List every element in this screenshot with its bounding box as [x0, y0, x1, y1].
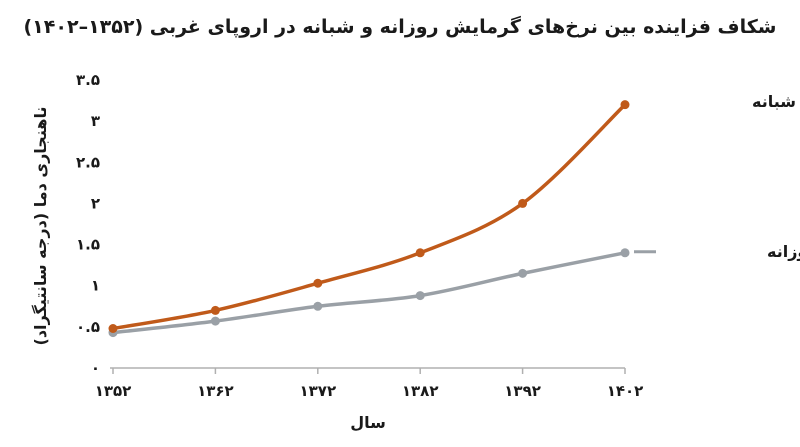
y-tick-label: ۲.۵	[76, 153, 100, 171]
series-group: گرمایش شبانه	[108, 92, 800, 334]
data-point	[210, 316, 220, 326]
series-label: گرمایش روزانه	[767, 242, 800, 261]
y-tick-label: ۳.۵	[76, 71, 100, 89]
x-tick-label: ۱۳۷۲	[299, 382, 336, 400]
y-axis-ticks: ۰ ۰.۵ ۱ ۱.۵ ۲ ۲.۵ ۳ ۳.۵	[76, 71, 100, 377]
y-tick-label: ۳	[91, 112, 100, 130]
data-point	[518, 268, 528, 278]
series-layer: گرمایش روزانه گرمایش شبانه	[108, 92, 800, 338]
data-point	[108, 324, 118, 334]
x-tick-label: ۱۳۵۲	[95, 382, 132, 400]
data-point	[210, 305, 220, 315]
y-tick-label: ۱.۵	[76, 236, 100, 254]
x-tick-label: ۱۴۰۲	[607, 382, 644, 400]
series-label: گرمایش شبانه	[752, 92, 800, 111]
data-point	[415, 248, 425, 258]
series-group: گرمایش روزانه	[108, 242, 800, 338]
x-axis-title: سال	[350, 413, 386, 432]
y-tick-label: ۰	[91, 359, 100, 377]
y-tick-label: ۱	[91, 277, 100, 295]
x-axis-ticks: ۱۳۵۲ ۱۳۶۲ ۱۳۷۲ ۱۳۸۲ ۱۳۹۲ ۱۴۰۲	[95, 368, 644, 400]
x-tick-label: ۱۳۹۲	[504, 382, 541, 400]
y-tick-label: ۲	[91, 194, 100, 212]
data-point	[620, 100, 630, 110]
y-tick-label: ۰.۵	[76, 318, 100, 336]
series-line	[111, 251, 627, 335]
data-point	[415, 291, 425, 301]
data-point	[620, 248, 630, 258]
data-point	[518, 198, 528, 208]
chart-title: شکاف فزاینده بین نرخ‌های گرمایش روزانه و…	[23, 16, 777, 38]
x-tick-label: ۱۳۸۲	[402, 382, 439, 400]
series-line	[111, 102, 627, 331]
data-point	[313, 301, 323, 311]
y-axis-title: ناهنجاری دما (درجه سانتیگراد)	[31, 107, 50, 346]
x-tick-label: ۱۳۶۲	[197, 382, 234, 400]
data-point	[313, 278, 323, 288]
